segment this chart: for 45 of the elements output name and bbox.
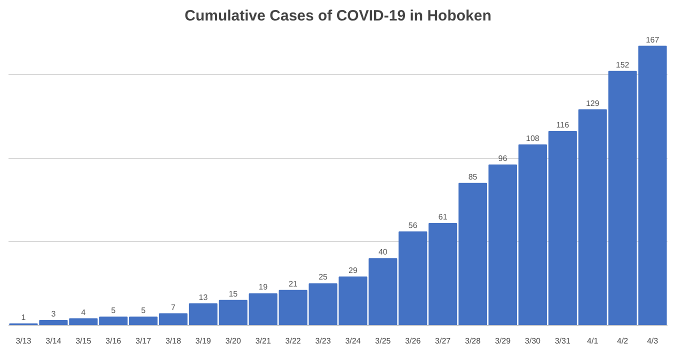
x-tick-label: 3/20 [225, 336, 242, 346]
data-label: 167 [646, 35, 660, 44]
data-label: 1 [21, 312, 26, 322]
data-label: 15 [228, 289, 238, 298]
chart-title: Cumulative Cases of COVID-19 in Hoboken [184, 8, 492, 24]
x-tick-label: 3/19 [195, 336, 212, 346]
x-tick-label: 3/28 [465, 336, 482, 346]
x-tick-label: 4/1 [587, 336, 599, 346]
x-tick-label: 3/13 [16, 336, 32, 346]
x-tick-label: 3/17 [136, 336, 152, 346]
x-tick-label: 4/3 [646, 336, 659, 346]
data-label: 129 [586, 98, 600, 108]
x-tick-label: 3/22 [285, 336, 302, 346]
x-tick-label: 3/31 [554, 336, 571, 346]
x-tick-label: 4/2 [617, 336, 629, 346]
data-label: 152 [616, 60, 630, 70]
x-tick-label: 3/29 [494, 336, 512, 346]
x-tick-label: 3/16 [106, 336, 122, 346]
data-label: 5 [111, 306, 116, 316]
data-label: 85 [468, 172, 478, 182]
data-label: 40 [378, 248, 388, 257]
x-tick-label: 3/25 [375, 336, 392, 346]
data-label: 21 [288, 279, 298, 288]
data-label: 19 [258, 282, 268, 292]
data-label: 56 [408, 220, 418, 230]
x-tick-label: 3/14 [46, 336, 62, 346]
data-label: 25 [318, 272, 328, 282]
x-tick-label: 3/26 [405, 336, 422, 346]
data-label: 7 [171, 302, 176, 312]
data-label: 5 [141, 306, 146, 316]
x-tick-label: 3/24 [345, 336, 362, 346]
data-label: 3 [51, 309, 56, 318]
x-tick-label: 3/21 [255, 336, 272, 346]
data-label: 29 [348, 266, 358, 276]
data-label: 61 [438, 212, 448, 222]
data-label: 4 [81, 308, 86, 317]
x-tick-label: 3/15 [76, 336, 92, 346]
data-label: 116 [556, 120, 570, 130]
data-label: 13 [198, 292, 208, 302]
x-tick-label: 3/30 [524, 336, 542, 346]
data-label: 96 [498, 154, 508, 163]
x-tick-label: 3/27 [435, 336, 452, 346]
x-tick-label: 3/18 [165, 336, 182, 346]
data-label: 108 [526, 134, 540, 143]
x-tick-label: 3/23 [315, 336, 332, 346]
